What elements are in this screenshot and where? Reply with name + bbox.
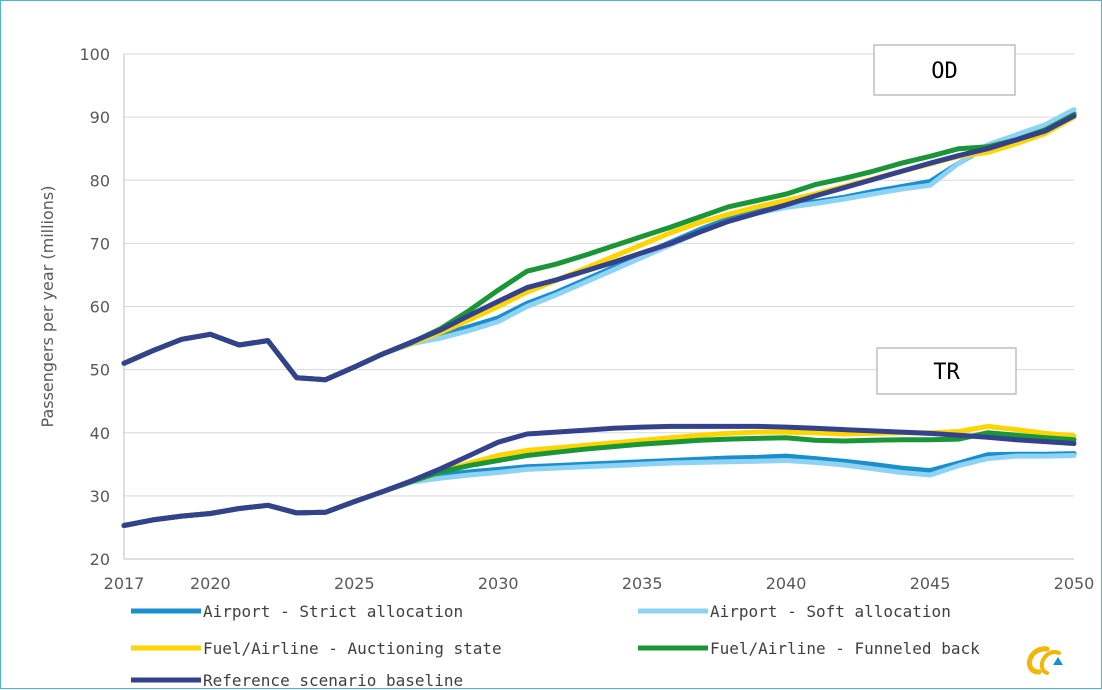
y-axis-label: Passengers per year (millions) (38, 186, 57, 428)
group-label: OD (931, 59, 958, 84)
y-tick-label: 60 (90, 298, 110, 317)
group-label: TR (933, 360, 960, 385)
series-line-3-tr (121, 430, 1077, 528)
x-tick-label: 2050 (1054, 574, 1095, 593)
y-tick-label: 70 (90, 234, 110, 253)
x-tick-label: 2045 (910, 574, 951, 593)
legend-label: Reference scenario baseline (203, 671, 463, 690)
series-line-4-tr (121, 423, 1077, 528)
x-tick-label: 2030 (478, 574, 519, 593)
x-tick-labels: 2017 2020 2025 2030 2035 2040 2045 2050 (104, 574, 1095, 593)
x-tick-label: 2017 (104, 574, 145, 593)
legend: Airport - Strict allocation Airport - Sof… (131, 602, 980, 690)
series-line-1-tr (121, 453, 1077, 528)
series-lines (121, 107, 1077, 528)
y-tick-label: 30 (90, 487, 110, 506)
y-tick-label: 20 (90, 550, 110, 569)
x-tick-label: 2040 (766, 574, 807, 593)
axes (123, 54, 1074, 560)
y-tick-labels: 20 30 40 50 60 70 80 90 100 (79, 45, 110, 569)
legend-label: Fuel/Airline - Funneled back (710, 639, 980, 658)
group-label-box (876, 347, 1017, 395)
y-tick-label: 100 (79, 45, 110, 64)
group-labels: OD TR (873, 44, 1017, 395)
x-tick-label: 2035 (622, 574, 663, 593)
x-tick-label: 2020 (190, 574, 231, 593)
legend-label: Fuel/Airline - Auctioning state (203, 639, 502, 658)
y-tick-label: 50 (90, 361, 110, 380)
y-tick-label: 40 (90, 424, 110, 443)
gridlines (124, 53, 1074, 497)
legend-label: Airport - Soft allocation (710, 602, 951, 621)
y-tick-label: 80 (90, 171, 110, 190)
group-label-box (873, 44, 1016, 96)
legend-label: Airport - Strict allocation (203, 602, 463, 621)
x-tick-label: 2025 (334, 574, 375, 593)
series-line-4-od (121, 113, 1077, 383)
y-tick-label: 90 (90, 108, 110, 127)
logo-icon (1026, 646, 1063, 675)
